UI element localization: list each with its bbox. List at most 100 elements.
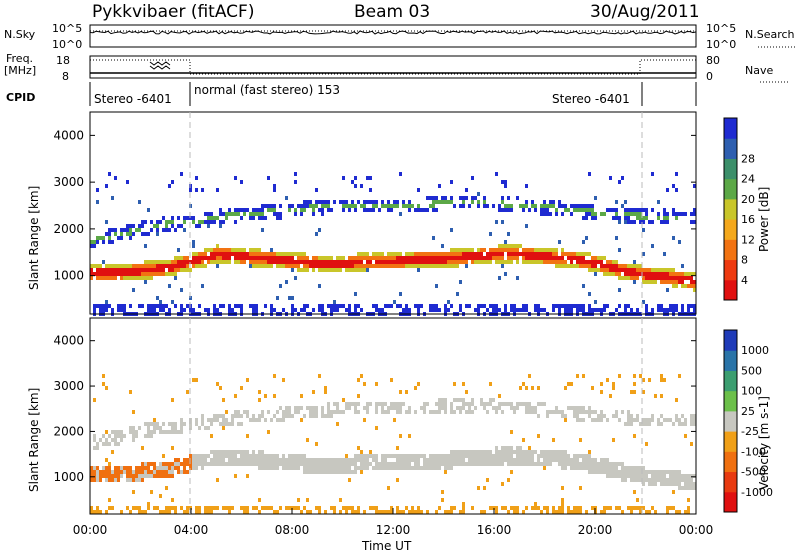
heatmap-cell xyxy=(273,374,276,378)
heatmap-cell xyxy=(270,466,273,470)
heatmap-cell xyxy=(186,390,189,394)
heatmap-cell xyxy=(333,506,336,510)
heatmap-cell xyxy=(537,506,540,510)
heatmap-cell xyxy=(450,264,453,268)
heatmap-cell xyxy=(678,374,681,378)
heatmap-cell xyxy=(579,264,582,268)
heatmap-cell xyxy=(666,308,669,312)
heatmap-cell xyxy=(306,462,309,466)
heatmap-cell xyxy=(612,470,615,474)
heatmap-cell xyxy=(216,264,219,268)
heatmap-cell xyxy=(123,304,126,308)
heatmap-cell xyxy=(492,248,495,252)
heatmap-cell xyxy=(120,264,123,268)
heatmap-cell xyxy=(540,260,543,264)
heatmap-cell xyxy=(96,188,99,192)
heatmap-cell xyxy=(111,240,114,244)
heatmap-cell xyxy=(501,208,504,212)
heatmap-cell xyxy=(120,438,123,442)
heatmap-cell xyxy=(441,244,444,248)
heatmap-cell xyxy=(501,180,504,184)
heatmap-cell xyxy=(669,268,672,272)
heatmap-cell xyxy=(588,308,591,312)
heatmap-cell xyxy=(624,264,627,268)
heatmap-cell xyxy=(486,454,489,458)
heatmap-cell xyxy=(549,454,552,458)
heatmap-cell xyxy=(639,506,642,510)
heatmap-cell xyxy=(261,466,264,470)
heatmap-cell xyxy=(651,418,654,422)
heatmap-cell xyxy=(672,184,675,188)
heatmap-cell xyxy=(690,418,693,422)
heatmap-cell xyxy=(255,212,258,216)
heatmap-cell xyxy=(255,248,258,252)
heatmap-cell xyxy=(579,506,582,510)
heatmap-cell xyxy=(219,260,222,264)
heatmap-cell xyxy=(243,252,246,256)
heatmap-cell xyxy=(690,474,693,478)
heatmap-cell xyxy=(648,280,651,284)
heatmap-cell xyxy=(684,422,687,426)
heatmap-cell xyxy=(513,256,516,260)
heatmap-cell xyxy=(243,410,246,414)
heatmap-cell xyxy=(255,308,258,312)
heatmap-cell xyxy=(351,506,354,510)
heatmap-cell xyxy=(495,248,498,252)
heatmap-cell xyxy=(312,414,315,418)
heatmap-cell xyxy=(633,390,636,394)
heatmap-cell xyxy=(222,252,225,256)
heatmap-cell xyxy=(642,390,645,394)
heatmap-cell xyxy=(606,466,609,470)
nave-trace xyxy=(90,59,696,75)
heatmap-cell xyxy=(237,458,240,462)
heatmap-cell xyxy=(258,458,261,462)
heatmap-cell xyxy=(300,462,303,466)
heatmap-cell xyxy=(627,208,630,212)
heatmap-cell xyxy=(657,304,660,308)
heatmap-cell xyxy=(459,304,462,308)
heatmap-cell xyxy=(456,256,459,260)
heatmap-cell xyxy=(408,406,411,410)
heatmap-cell xyxy=(330,260,333,264)
heatmap-cell xyxy=(495,256,498,260)
colorbar-tick-label: -500 xyxy=(741,466,766,479)
heatmap-cell xyxy=(342,264,345,268)
heatmap-cell xyxy=(525,308,528,312)
heatmap-cell xyxy=(471,458,474,462)
heatmap-cell xyxy=(645,422,648,426)
heatmap-cell xyxy=(168,474,171,478)
heatmap-cell xyxy=(126,180,129,184)
heatmap-cell xyxy=(501,252,504,256)
heatmap-cell xyxy=(243,450,246,454)
heatmap-cell xyxy=(90,264,93,268)
heatmap-cell xyxy=(96,304,99,308)
heatmap-cell xyxy=(303,252,306,256)
heatmap-cell xyxy=(666,280,669,284)
heatmap-cell xyxy=(105,272,108,276)
heatmap-cell xyxy=(591,216,594,220)
heatmap-cell xyxy=(132,268,135,272)
heatmap-cell xyxy=(489,232,492,236)
heatmap-cell xyxy=(564,260,567,264)
heatmap-cell xyxy=(258,450,261,454)
heatmap-cell xyxy=(648,482,651,486)
heatmap-cell xyxy=(228,454,231,458)
heatmap-cell xyxy=(216,506,219,510)
heatmap-cell xyxy=(252,458,255,462)
heatmap-cell xyxy=(222,212,225,216)
heatmap-cell xyxy=(342,470,345,474)
heatmap-cell xyxy=(153,418,156,422)
heatmap-cell xyxy=(612,264,615,268)
heatmap-cell xyxy=(477,248,480,252)
heatmap-cell xyxy=(201,264,204,268)
heatmap-cell xyxy=(144,232,147,236)
heatmap-cell xyxy=(426,458,429,462)
heatmap-cell xyxy=(258,398,261,402)
heatmap-cell xyxy=(348,506,351,510)
heatmap-cell xyxy=(450,180,453,184)
heatmap-cell xyxy=(552,260,555,264)
heatmap-cell xyxy=(210,458,213,462)
heatmap-cell xyxy=(603,414,606,418)
heatmap-cell xyxy=(549,212,552,216)
heatmap-cell xyxy=(315,264,318,268)
